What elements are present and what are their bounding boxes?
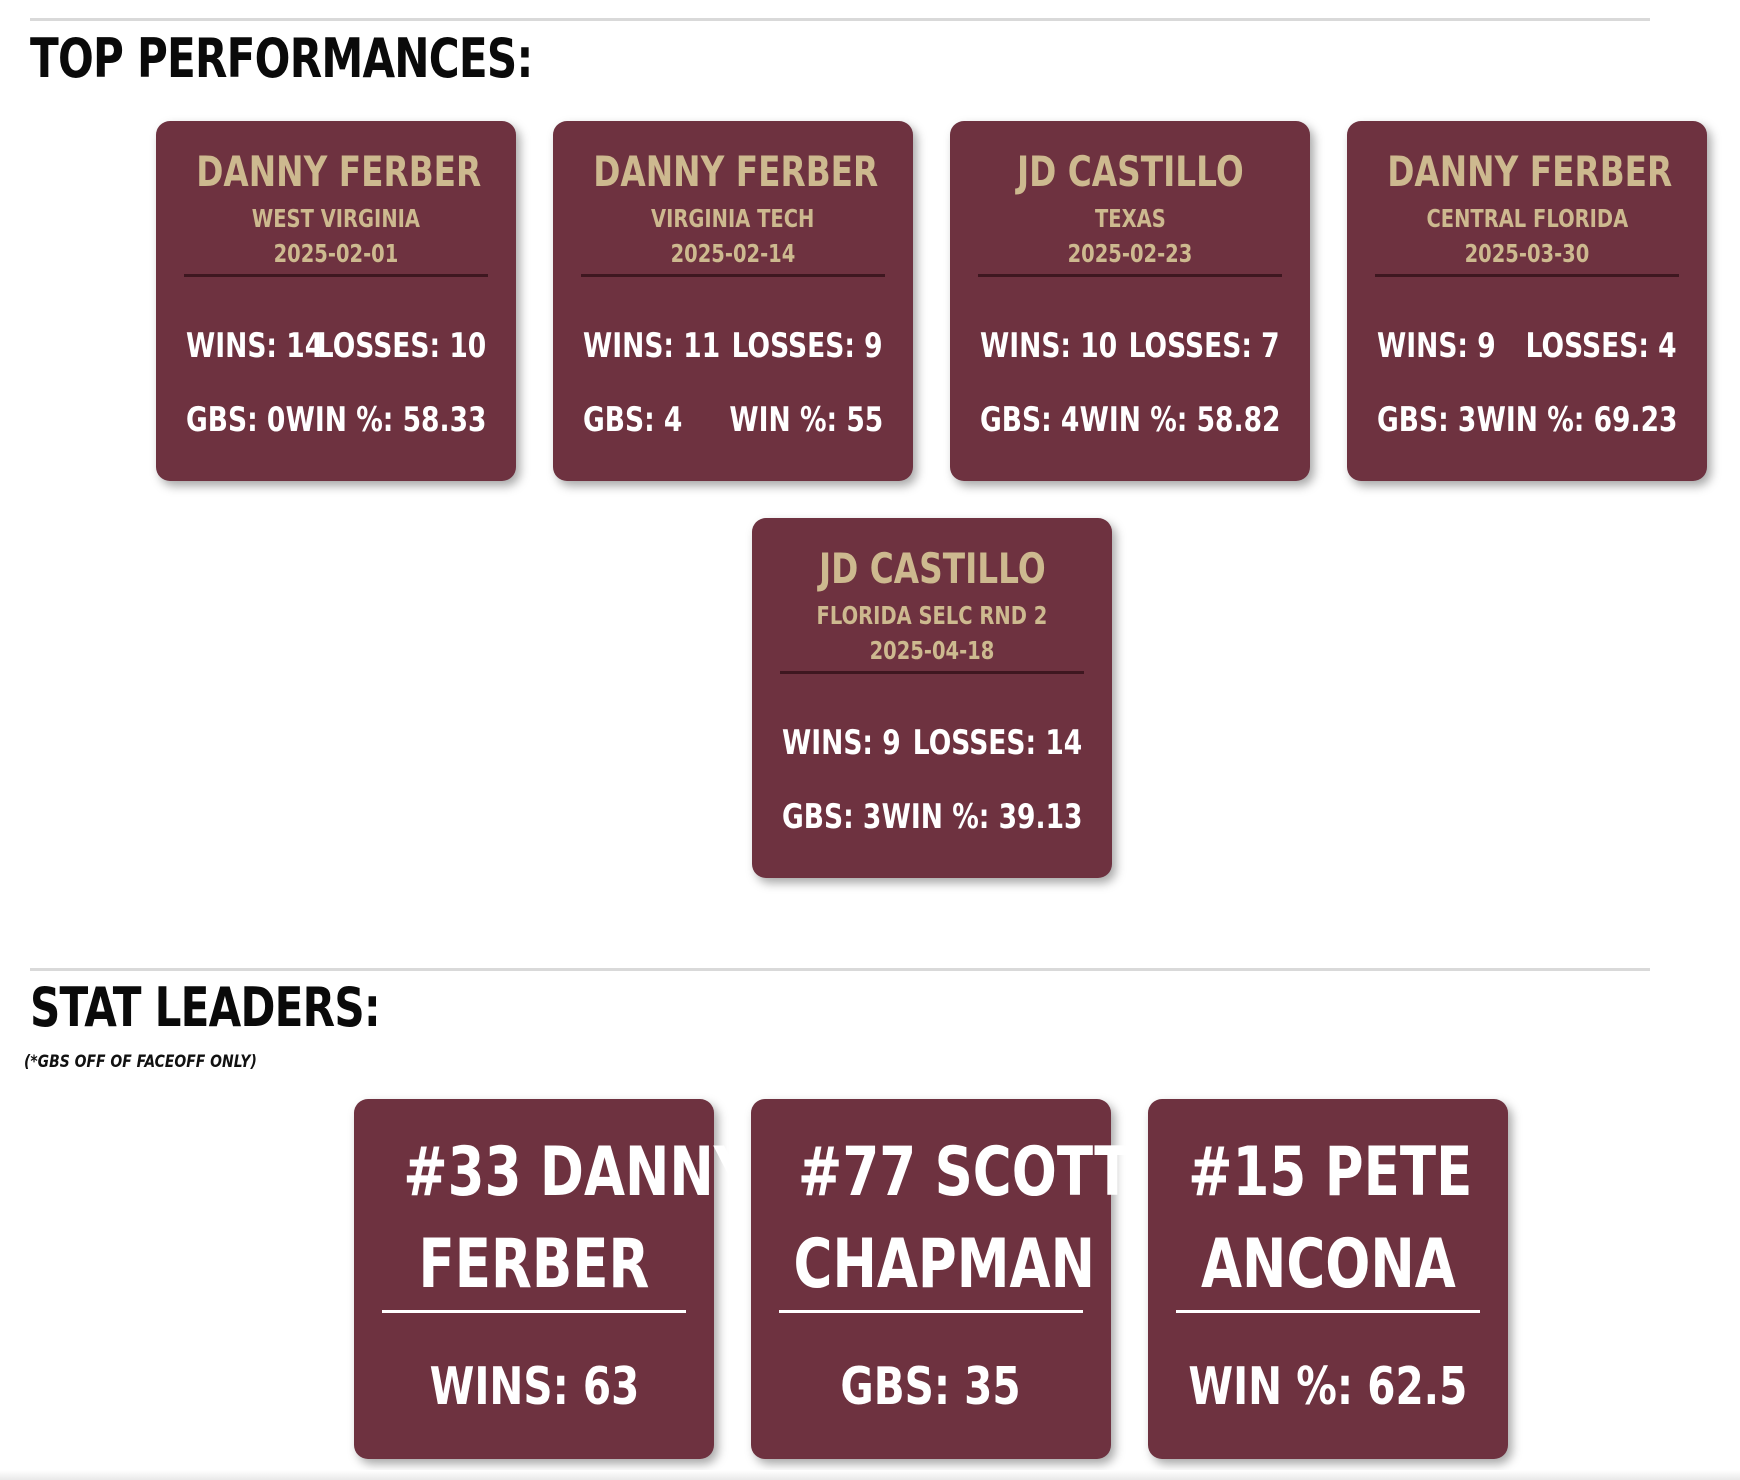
leader-name: #33 DANNY FERBER xyxy=(403,1133,753,1304)
stat-leader-card: #77 SCOTT CHAPMAN GBS: 35 xyxy=(751,1099,1131,1459)
card-divider xyxy=(581,274,885,277)
card-divider xyxy=(780,671,1084,674)
gbs-stat: GBS: 3 xyxy=(782,797,882,837)
leader-stat: GBS: 35 xyxy=(840,1357,1022,1417)
win-pct-stat: WIN %: 55 xyxy=(729,400,883,440)
card-divider xyxy=(779,1310,1083,1313)
player-name: JD CASTILLO xyxy=(1016,147,1244,196)
performance-card: DANNY FERBER CENTRAL FLORIDA 2025-03-30 … xyxy=(1347,121,1707,481)
player-name: DANNY FERBER xyxy=(196,147,482,196)
player-name: JD CASTILLO xyxy=(818,544,1046,593)
card-divider xyxy=(382,1310,686,1313)
performance-card: JD CASTILLO FLORIDA SELC RND 2 2025-04-1… xyxy=(752,518,1112,878)
card-divider xyxy=(978,274,1282,277)
stat-leader-card: #33 DANNY FERBER WINS: 63 xyxy=(354,1099,753,1459)
card-divider xyxy=(1375,274,1679,277)
wins-stat: WINS: 9 xyxy=(1377,326,1496,366)
game-date: 2025-02-01 xyxy=(273,239,399,268)
gbs-stat: GBS: 4 xyxy=(583,400,683,440)
wins-stat: WINS: 14 xyxy=(186,326,324,366)
wins-stat: WINS: 11 xyxy=(583,326,721,366)
losses-stat: LOSSES: 10 xyxy=(316,326,486,366)
leader-stat: WIN %: 62.5 xyxy=(1188,1357,1468,1417)
losses-stat: LOSSES: 7 xyxy=(1128,326,1280,366)
performance-card: DANNY FERBER VIRGINIA TECH 2025-02-14 WI… xyxy=(553,121,913,481)
win-pct-stat: WIN %: 69.23 xyxy=(1476,400,1677,440)
losses-stat: LOSSES: 14 xyxy=(912,723,1082,763)
opponent: TEXAS xyxy=(1094,204,1166,233)
opponent: VIRGINIA TECH xyxy=(651,204,815,233)
gbs-stat: GBS: 0 xyxy=(186,400,286,440)
performance-card: DANNY FERBER WEST VIRGINIA 2025-02-01 WI… xyxy=(156,121,516,481)
gbs-stat: GBS: 3 xyxy=(1377,400,1477,440)
performance-card: JD CASTILLO TEXAS 2025-02-23 WINS: 10 LO… xyxy=(950,121,1310,481)
win-pct-stat: WIN %: 58.82 xyxy=(1079,400,1280,440)
page-bottom-edge xyxy=(0,1470,1740,1480)
stat-leader-card: #15 PETE ANCONA WIN %: 62.5 xyxy=(1148,1099,1508,1459)
opponent: FLORIDA SELC RND 2 xyxy=(816,601,1048,630)
opponent: WEST VIRGINIA xyxy=(251,204,421,233)
game-date: 2025-02-14 xyxy=(670,239,796,268)
gbs-stat: GBS: 4 xyxy=(980,400,1080,440)
wins-stat: WINS: 10 xyxy=(980,326,1118,366)
leader-name: #15 PETE ANCONA xyxy=(1188,1133,1473,1304)
losses-stat: LOSSES: 4 xyxy=(1525,326,1677,366)
wins-stat: WINS: 9 xyxy=(782,723,901,763)
section-divider-stat-leaders xyxy=(30,968,1650,971)
player-name: DANNY FERBER xyxy=(593,147,879,196)
gbs-footnote: (*GBS OFF OF FACEOFF ONLY) xyxy=(24,1052,257,1072)
game-date: 2025-03-30 xyxy=(1464,239,1590,268)
leader-name: #77 SCOTT CHAPMAN xyxy=(793,1133,1131,1304)
game-date: 2025-02-23 xyxy=(1067,239,1193,268)
opponent: CENTRAL FLORIDA xyxy=(1426,204,1628,233)
win-pct-stat: WIN %: 58.33 xyxy=(285,400,486,440)
section-divider-top xyxy=(30,18,1650,21)
win-pct-stat: WIN %: 39.13 xyxy=(881,797,1082,837)
top-performances-heading: TOP PERFORMANCES: xyxy=(30,27,533,90)
player-name: DANNY FERBER xyxy=(1387,147,1673,196)
card-divider xyxy=(184,274,488,277)
card-divider xyxy=(1176,1310,1480,1313)
losses-stat: LOSSES: 9 xyxy=(731,326,883,366)
game-date: 2025-04-18 xyxy=(869,636,995,665)
leader-stat: WINS: 63 xyxy=(429,1357,639,1417)
stat-leaders-heading: STAT LEADERS: xyxy=(30,976,381,1039)
